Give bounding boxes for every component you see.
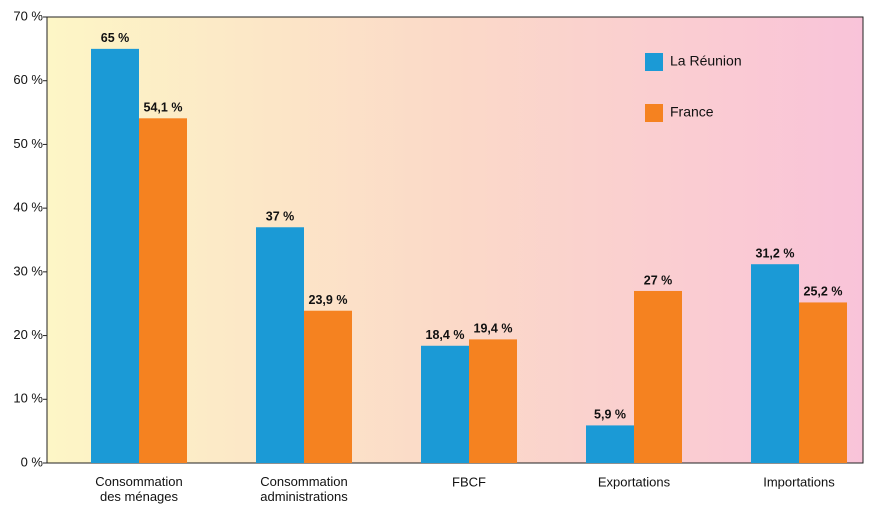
bar [421,345,469,463]
y-tick-label: 10 % [13,391,43,406]
bar [139,118,187,463]
legend-swatch [645,104,663,122]
legend-label: France [670,104,714,120]
value-label: 27 % [644,273,673,287]
value-label: 5,9 % [594,408,626,422]
legend-label: La Réunion [670,53,742,69]
bar [634,290,682,463]
y-tick-label: 40 % [13,200,43,215]
value-label: 65 % [101,31,130,45]
x-tick-label: FBCF [452,474,486,489]
bar [256,227,304,463]
y-tick-label: 60 % [13,72,43,87]
y-tick-label: 30 % [13,263,43,278]
x-tick-label: Consommation administrations [260,474,348,504]
legend-swatch [645,53,663,71]
x-tick-label: Exportations [598,474,671,489]
y-tick-label: 50 % [13,136,43,151]
y-tick-label: 20 % [13,327,43,342]
bar [304,310,352,463]
value-label: 23,9 % [309,293,348,307]
value-label: 19,4 % [474,322,513,336]
bar [91,48,139,463]
y-tick-label: 70 % [13,8,43,23]
bar [751,264,799,463]
y-tick-label: 0 % [21,454,44,469]
value-label: 25,2 % [804,285,843,299]
bar [586,425,634,463]
value-label: 54,1 % [144,101,183,115]
x-tick-label: Consommation des ménages [95,474,182,504]
value-label: 31,2 % [756,247,795,261]
bar [469,339,517,463]
x-tick-label: Importations [763,474,835,489]
value-label: 37 % [266,210,295,224]
value-label: 18,4 % [426,328,465,342]
bar [799,302,847,463]
